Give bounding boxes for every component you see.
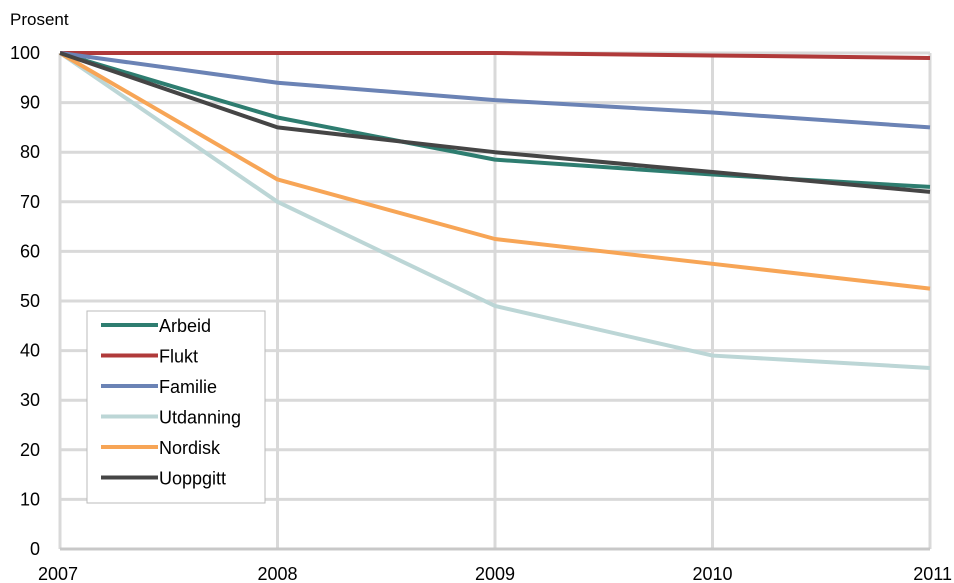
series-line-nordisk <box>58 51 931 291</box>
y-tick-label: 20 <box>20 440 40 460</box>
legend-label-arbeid: Arbeid <box>159 316 211 336</box>
legend-label-flukt: Flukt <box>159 347 198 367</box>
x-axis-ticks: 2007 2008 2009 2010 2011 <box>38 564 952 583</box>
legend-box <box>86 310 266 504</box>
y-axis-ticks: 0 10 20 30 40 50 60 70 80 90 100 <box>10 43 40 559</box>
y-tick-label: 90 <box>20 93 40 113</box>
y-tick-label: 100 <box>10 43 40 63</box>
y-tick-label: 10 <box>20 489 40 509</box>
legend-label-nordisk: Nordisk <box>159 438 221 458</box>
x-tick-label: 2008 <box>257 564 297 583</box>
y-tick-label: 30 <box>20 390 40 410</box>
y-tick-label: 60 <box>20 241 40 261</box>
series-line-familie <box>59 51 931 130</box>
series-lines <box>58 51 931 370</box>
y-axis-title: Prosent <box>10 10 69 29</box>
series-line-uoppgitt <box>59 51 931 194</box>
series-line-utdanning <box>58 51 931 370</box>
x-tick-label: 2009 <box>475 564 515 583</box>
y-tick-label: 80 <box>20 142 40 162</box>
legend-label-uoppgitt: Uoppgitt <box>159 469 226 489</box>
legend: Arbeid Flukt Familie Utdanning Nordisk Uoppgi… <box>86 310 266 504</box>
y-tick-label: 50 <box>20 291 40 311</box>
series-line-flukt <box>60 51 931 60</box>
legend-label-utdanning: Utdanning <box>159 408 241 428</box>
y-tick-label: 40 <box>20 341 40 361</box>
y-tick-label: 70 <box>20 192 40 212</box>
x-tick-label: 2007 <box>38 564 78 583</box>
x-tick-label: 2011 <box>913 564 952 583</box>
legend-label-familie: Familie <box>159 377 217 397</box>
x-tick-label: 2010 <box>692 564 732 583</box>
y-tick-label: 0 <box>30 539 40 559</box>
